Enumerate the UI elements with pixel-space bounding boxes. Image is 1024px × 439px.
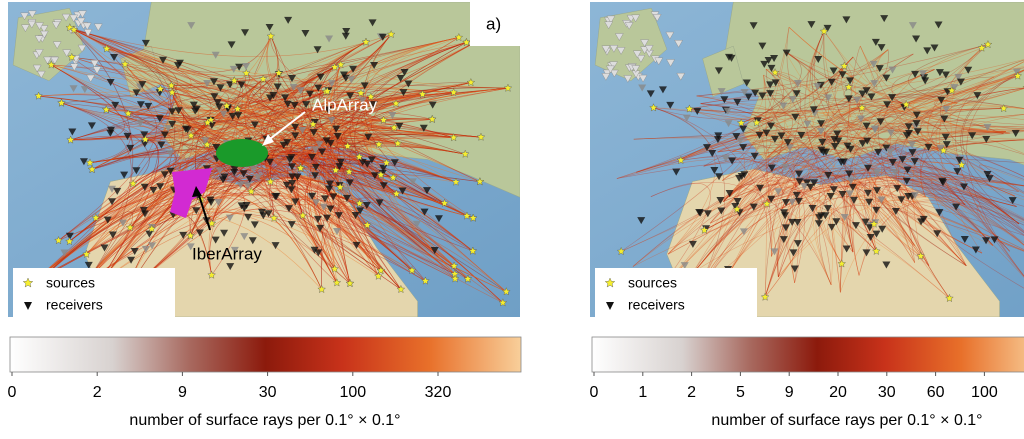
panel-label: a): [486, 14, 501, 33]
colorbar-tick-label: 100: [339, 384, 366, 401]
legend-label: sources: [628, 275, 677, 291]
legend-label: receivers: [628, 297, 685, 313]
colorbar-tick-label: 60: [927, 384, 945, 401]
colorbar-tick-label: 1: [638, 384, 647, 401]
colorbar-tick-label: 5: [736, 384, 745, 401]
colorbar-tick-label: 0: [590, 384, 599, 401]
colorbar-label: number of surface rays per 0.1° × 0.1°: [711, 412, 982, 429]
colorbar-tick-label: 30: [878, 384, 896, 401]
map-panel: b)sourcesreceivers01259203060100number o…: [590, 2, 1024, 429]
colorbar-tick-label: 20: [829, 384, 847, 401]
legend-label: sources: [46, 275, 95, 291]
colorbar-tick-label: 30: [259, 384, 277, 401]
colorbar-tick-label: 2: [93, 384, 102, 401]
colorbar-label: number of surface rays per 0.1° × 0.1°: [129, 412, 400, 429]
colorbar-tick-label: 320: [425, 384, 452, 401]
colorbar-tick-label: 100: [971, 384, 998, 401]
annotation: IberArray: [192, 244, 262, 263]
alparray-stations: [216, 139, 268, 167]
colorbar-tick-label: 9: [178, 384, 187, 401]
colorbar-tick-label: 0: [8, 384, 17, 401]
colorbar: [10, 337, 521, 372]
colorbar-tick-label: 2: [687, 384, 696, 401]
colorbar: [592, 337, 1024, 372]
annotation: AlpArray: [312, 95, 378, 114]
legend-label: receivers: [46, 297, 103, 313]
map-panel: AlpArray IberArray a) sources receivers 0 2 9 30…: [8, 2, 521, 429]
figure: AlpArray IberArray a) sources receivers 0 2 9 30…: [0, 0, 1024, 439]
colorbar-tick-label: 9: [785, 384, 794, 401]
